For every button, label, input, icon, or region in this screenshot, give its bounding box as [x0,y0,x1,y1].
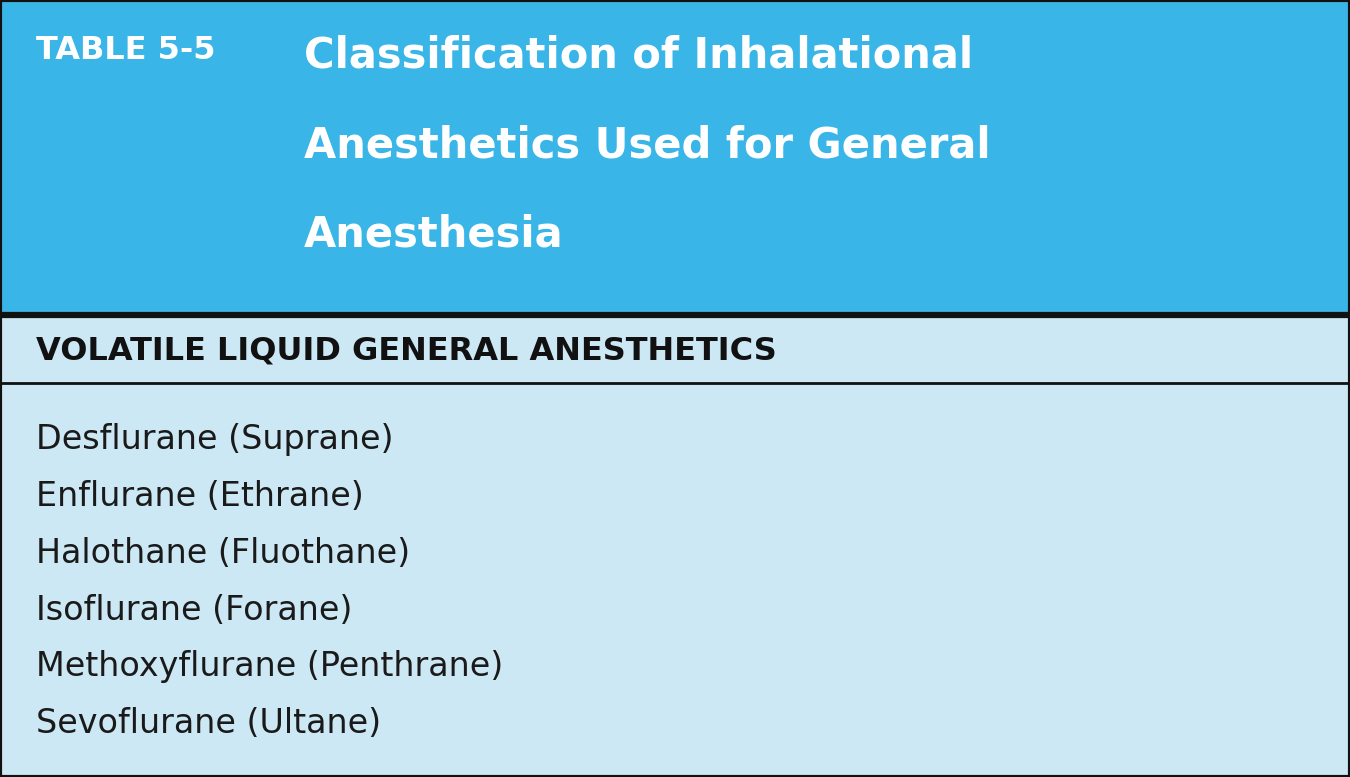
Bar [0,315,1350,777]
Text: Isoflurane (Forane): Isoflurane (Forane) [36,594,352,626]
Bar [0,0,1350,315]
Text: Classification of Inhalational: Classification of Inhalational [304,35,973,77]
Text: Methoxyflurane (Penthrane): Methoxyflurane (Penthrane) [36,650,504,683]
Text: Desflurane (Suprane): Desflurane (Suprane) [36,423,394,456]
Text: Halothane (Fluothane): Halothane (Fluothane) [36,537,410,570]
Text: VOLATILE LIQUID GENERAL ANESTHETICS: VOLATILE LIQUID GENERAL ANESTHETICS [36,336,778,367]
Text: Anesthesia: Anesthesia [304,214,563,256]
Text: Enflurane (Ethrane): Enflurane (Ethrane) [36,480,364,513]
Text: Sevoflurane (Ultane): Sevoflurane (Ultane) [36,707,382,740]
Text: TABLE 5-5: TABLE 5-5 [36,35,216,66]
Text: Anesthetics Used for General: Anesthetics Used for General [304,124,991,166]
